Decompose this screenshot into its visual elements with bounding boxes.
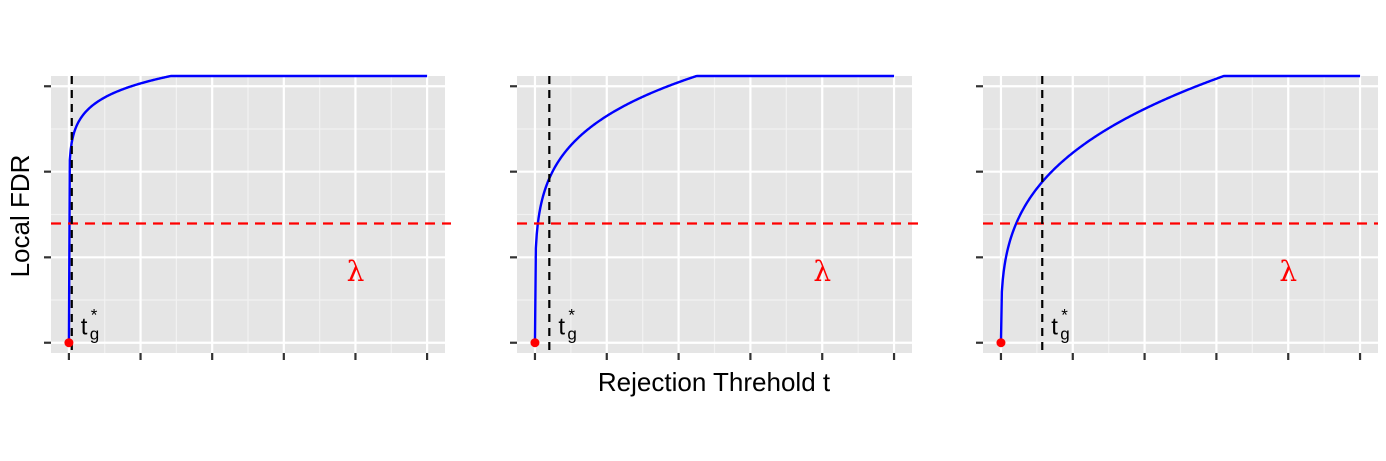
- t-star-superscript: *: [568, 306, 575, 325]
- lambda-label: λ: [347, 255, 365, 288]
- t-star-superscript: *: [91, 306, 98, 325]
- x-axis-title: Rejection Threhold t: [598, 367, 831, 397]
- y-axis-title: Local FDR: [5, 155, 35, 278]
- local-fdr-curve: [999, 74, 1361, 343]
- lambda-label: λ: [1279, 255, 1297, 288]
- panels: λt *gλt *gλt *g: [44, 74, 1378, 360]
- t-star-subscript: g: [90, 325, 99, 344]
- lambda-label: λ: [813, 255, 831, 288]
- origin-point: [64, 338, 74, 348]
- local-fdr-curve: [533, 74, 895, 343]
- origin-point: [530, 338, 540, 348]
- panel-right: λ t *g: [976, 74, 1378, 360]
- t-star-subscript: g: [1060, 325, 1069, 344]
- panel-left: λ t *g: [44, 74, 451, 360]
- t-star-label: t: [81, 314, 88, 341]
- t-star-label: t: [558, 314, 565, 341]
- t-star-label: t: [1051, 314, 1058, 341]
- local-fdr-curve: [67, 74, 428, 343]
- t-star-subscript: g: [567, 325, 576, 344]
- origin-point: [996, 338, 1006, 348]
- panel-middle: λ t *g: [510, 74, 918, 360]
- t-star-superscript: *: [1061, 306, 1068, 325]
